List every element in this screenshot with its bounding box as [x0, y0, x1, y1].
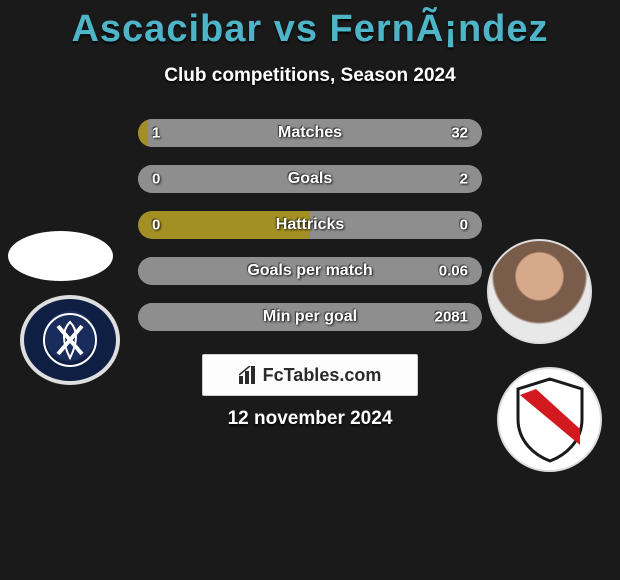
stat-value-right: 32: [451, 125, 468, 142]
stat-row: Goals per match 0.06: [138, 257, 482, 285]
page-title: Ascacibar vs FernÃ¡ndez: [0, 0, 620, 51]
stat-row: Min per goal 2081: [138, 303, 482, 331]
river-plate-crest-icon: [510, 375, 590, 465]
stat-value-left: 0: [152, 171, 160, 188]
stat-row: 1 Matches 32: [138, 119, 482, 147]
right-team-crest: [497, 367, 602, 472]
stat-label: Matches: [278, 124, 342, 142]
stat-value-left: 0: [152, 217, 160, 234]
left-team-crest: [20, 295, 120, 385]
stat-label: Hattricks: [276, 216, 344, 234]
bar-chart-icon: [239, 366, 259, 384]
stat-value-right: 2081: [435, 309, 468, 326]
stat-label: Goals: [288, 170, 332, 188]
stat-label: Min per goal: [263, 308, 357, 326]
stat-bar-left: [138, 119, 148, 147]
stat-value-right: 2: [460, 171, 468, 188]
stat-value-right: 0: [460, 217, 468, 234]
stat-label: Goals per match: [247, 262, 372, 280]
left-player-avatar: [8, 231, 113, 281]
stat-row: 0 Goals 2: [138, 165, 482, 193]
stat-row: 0 Hattricks 0: [138, 211, 482, 239]
independiente-rivadavia-crest-icon: [42, 312, 98, 368]
branding-text: FcTables.com: [263, 365, 382, 386]
subtitle: Club competitions, Season 2024: [0, 65, 620, 87]
date-text: 12 november 2024: [228, 408, 393, 430]
stat-value-left: 1: [152, 125, 160, 142]
stat-value-right: 0.06: [439, 263, 468, 280]
right-player-avatar: [487, 239, 592, 344]
stat-rows: 1 Matches 32 0 Goals 2 0 Hattricks 0 Goals per ma…: [138, 119, 482, 349]
branding-box[interactable]: FcTables.com: [202, 354, 418, 396]
